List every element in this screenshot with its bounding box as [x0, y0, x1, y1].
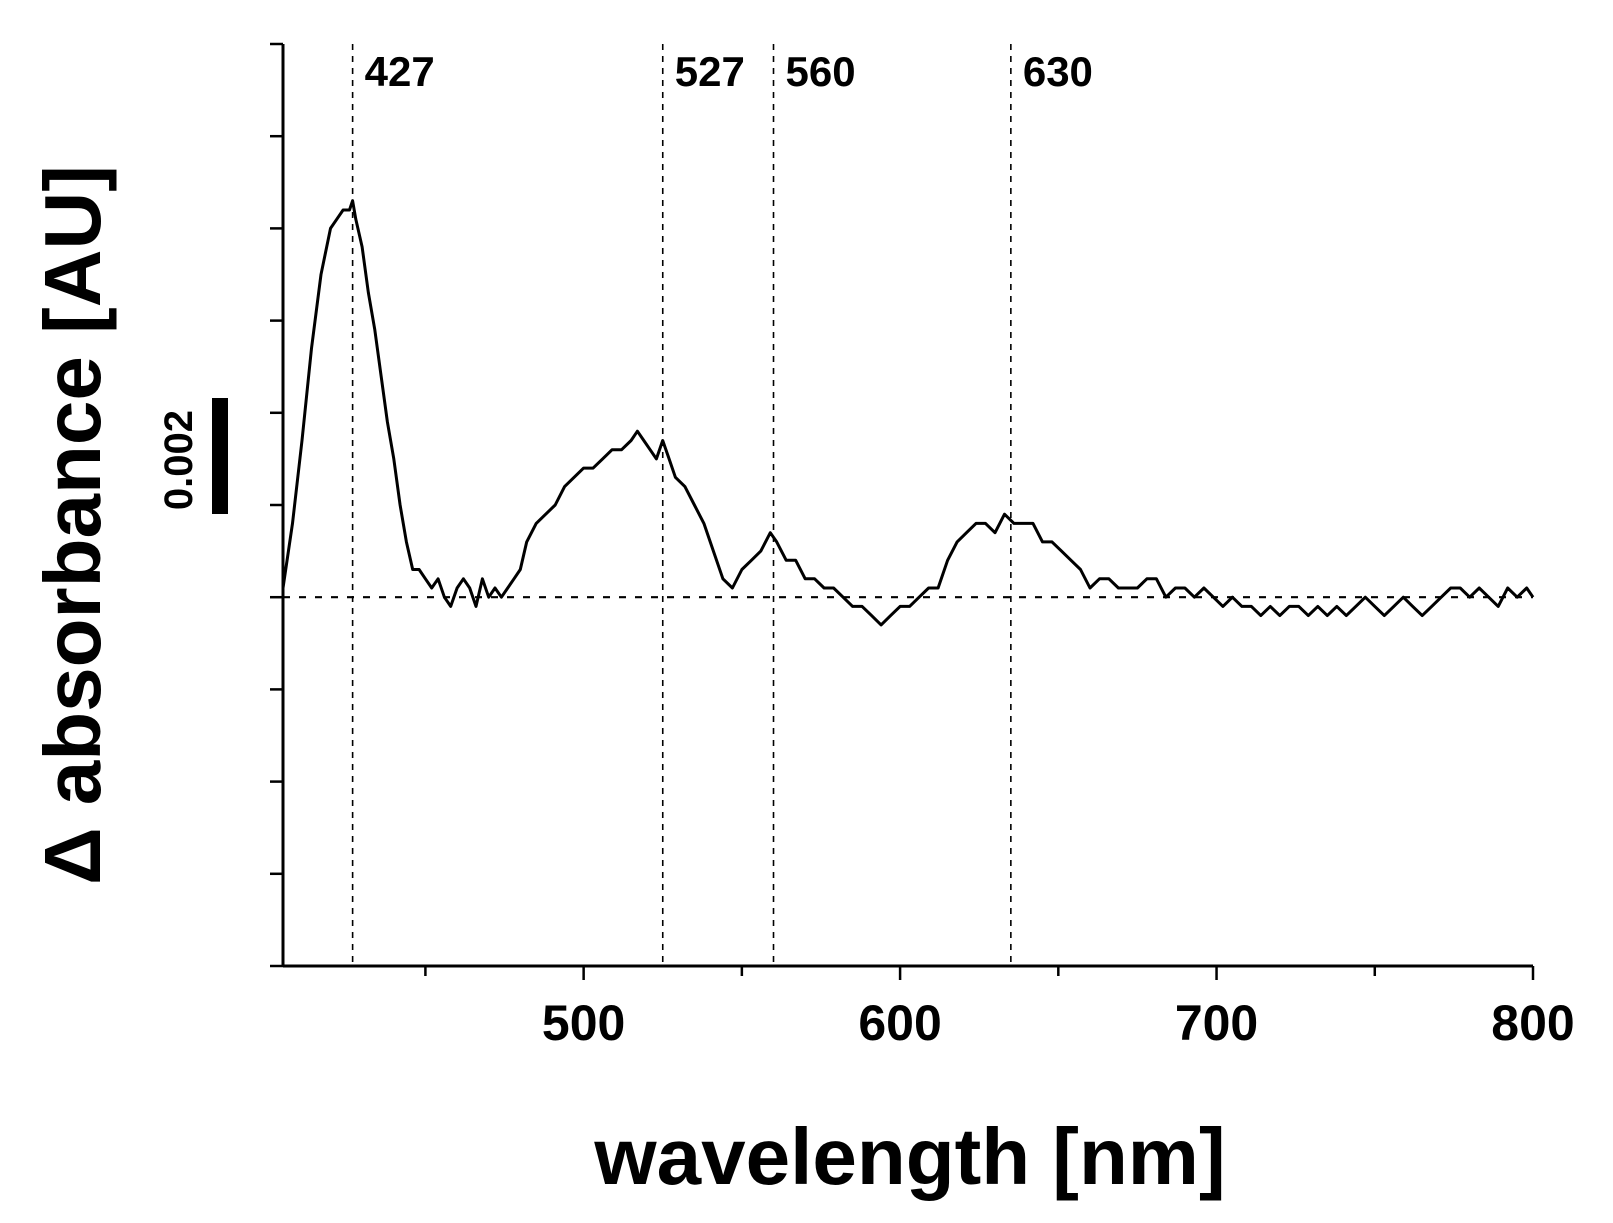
- x-axis-title: wavelength [nm]: [593, 1112, 1225, 1201]
- scale-bar-label: 0.002: [157, 410, 201, 510]
- scale-bar: [212, 398, 228, 514]
- reference-label-560: 560: [786, 48, 856, 95]
- reference-label-630: 630: [1023, 48, 1093, 95]
- reference-label-427: 427: [365, 48, 435, 95]
- x-tick-label: 600: [858, 995, 941, 1051]
- spectrum-line-0: [281, 199, 1535, 627]
- y-axis-title: Δ absorbance [AU]: [28, 165, 117, 885]
- x-tick-label: 800: [1491, 995, 1574, 1051]
- x-tick-label: 500: [542, 995, 625, 1051]
- reference-label-527: 527: [675, 48, 745, 95]
- x-tick-label: 700: [1175, 995, 1258, 1051]
- plot-area: 500 600 700 800 427 527 560 630 0.002 wavelength …: [28, 42, 1575, 1201]
